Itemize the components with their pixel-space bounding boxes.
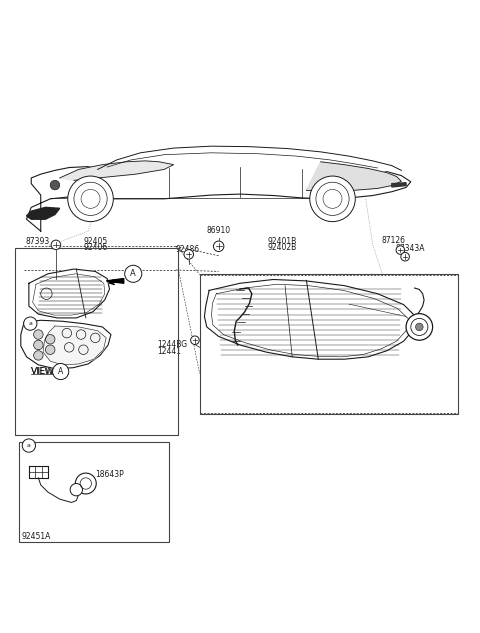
Polygon shape	[29, 466, 48, 478]
Circle shape	[416, 323, 423, 330]
Text: 92405: 92405	[84, 237, 108, 246]
Text: 92450A: 92450A	[349, 298, 379, 307]
Polygon shape	[43, 326, 106, 365]
Text: VIEW: VIEW	[31, 367, 55, 376]
Polygon shape	[26, 208, 60, 219]
Circle shape	[22, 439, 36, 452]
Polygon shape	[21, 320, 111, 368]
Text: VIEW: VIEW	[31, 367, 60, 376]
Circle shape	[46, 334, 55, 344]
Polygon shape	[26, 165, 411, 231]
Circle shape	[50, 180, 60, 190]
Text: 86910: 86910	[206, 227, 231, 235]
Text: 92402B: 92402B	[267, 242, 297, 252]
Text: 92406: 92406	[84, 242, 108, 252]
Circle shape	[68, 176, 113, 222]
Text: A: A	[131, 269, 136, 279]
Circle shape	[401, 253, 409, 261]
Circle shape	[214, 241, 224, 251]
Text: a: a	[28, 321, 32, 326]
Text: 92451A: 92451A	[22, 532, 51, 541]
Polygon shape	[392, 183, 406, 187]
Circle shape	[184, 249, 193, 259]
Bar	[14, 248, 179, 435]
Circle shape	[24, 317, 37, 330]
Circle shape	[70, 484, 83, 496]
Circle shape	[34, 340, 43, 349]
Bar	[19, 442, 169, 542]
Bar	[200, 274, 458, 414]
Text: 1244BG: 1244BG	[157, 341, 187, 349]
Polygon shape	[60, 161, 174, 180]
Circle shape	[34, 330, 43, 339]
Text: A: A	[58, 367, 63, 376]
Text: 87126: 87126	[382, 236, 406, 245]
Polygon shape	[97, 146, 401, 170]
Text: 12441: 12441	[157, 347, 181, 356]
Circle shape	[34, 351, 43, 360]
Circle shape	[191, 336, 199, 344]
Circle shape	[46, 345, 55, 354]
Circle shape	[125, 265, 142, 282]
Polygon shape	[306, 162, 401, 191]
Polygon shape	[204, 280, 416, 359]
Text: 92401B: 92401B	[267, 237, 297, 246]
Circle shape	[51, 240, 60, 249]
Polygon shape	[106, 279, 124, 284]
Text: a: a	[27, 443, 31, 448]
Circle shape	[396, 246, 405, 254]
Polygon shape	[29, 269, 109, 318]
Text: 87343A: 87343A	[396, 244, 425, 253]
Circle shape	[310, 176, 355, 222]
Text: 87393: 87393	[25, 237, 50, 246]
Text: 18643P: 18643P	[96, 470, 124, 479]
Circle shape	[406, 314, 432, 340]
Text: 92486: 92486	[176, 245, 200, 254]
Circle shape	[75, 473, 96, 494]
Circle shape	[53, 363, 69, 380]
